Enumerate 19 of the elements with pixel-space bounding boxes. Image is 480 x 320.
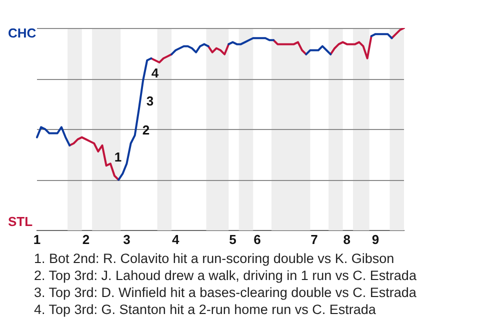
x-tick-label: 6 [254,232,261,247]
text: 3. Top 3rd: D. Winfield hit a bases-clearing double vs C. Estrada [34,284,418,301]
x-tick-label: 8 [343,232,351,247]
annotation: 3 [146,94,154,109]
annotation: 1 [114,150,122,165]
annotation: 2 [142,122,150,138]
text: CHC [8,26,37,41]
x-tick-label: 9 [372,232,380,247]
x-tick-label: 1 [33,232,41,247]
x-tick-label: 4 [172,232,180,247]
x-tick-label: 5 [229,232,236,247]
annotation: 4 [151,66,160,81]
text: 4. Top 3rd: G. Stanton hit a 2-run home run vs C. Estrada [34,301,377,318]
text: 2. Top 3rd: J. Lahoud drew a walk, driving in 1 run vs C. Estrada [34,267,418,284]
x-tick-label: 2 [82,232,90,247]
x-tick-label: 7 [310,232,318,247]
x-tick-label: 3 [123,232,130,247]
text: 1. Bot 2nd: R. Colavito hit a run-scoring double vs K. Gibson [34,250,396,267]
text: STL [8,214,33,229]
